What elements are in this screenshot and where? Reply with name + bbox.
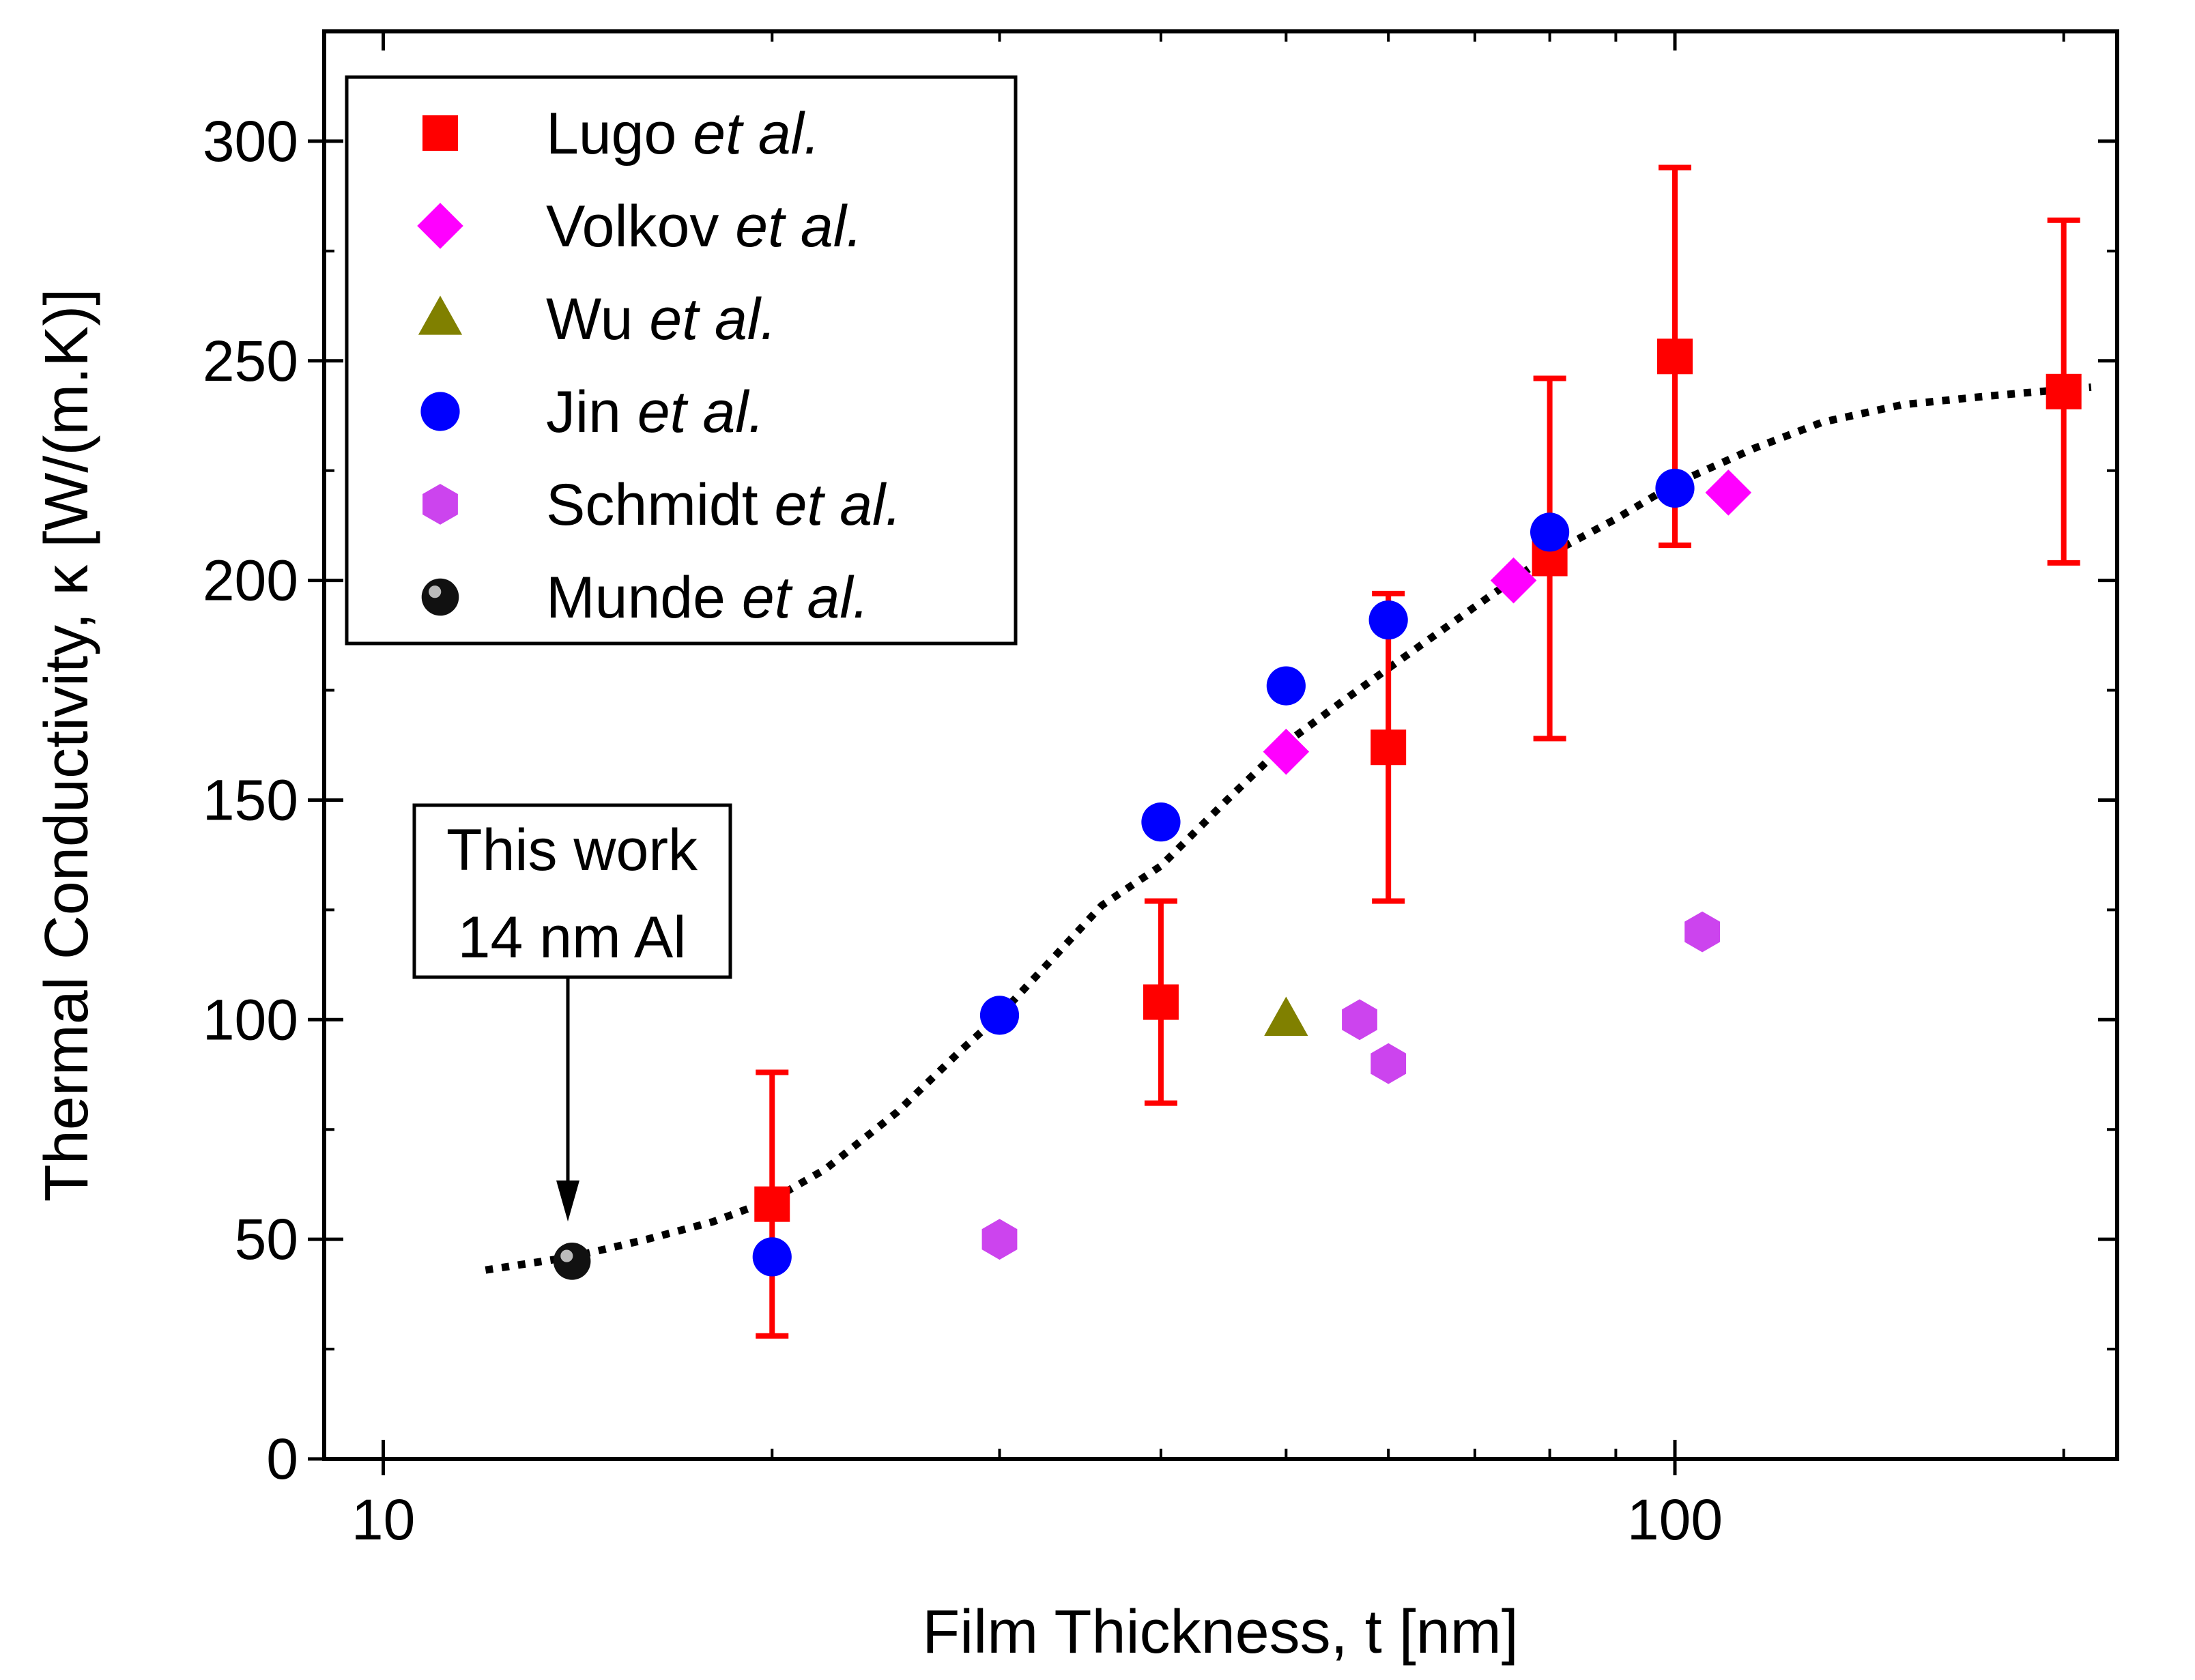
annotation-line-2: 14 nm Al [458, 905, 687, 970]
legend-marker-munde-body [421, 578, 459, 616]
y-tick-label: 100 [203, 987, 298, 1052]
legend-marker-lugo [422, 115, 458, 151]
annotation-box [412, 803, 732, 979]
axis-ticks [308, 31, 2117, 1475]
y-tick-label: 200 [203, 549, 298, 613]
jin-point-3 [1266, 666, 1306, 706]
munde-point-0 [553, 1243, 591, 1280]
y-axis-title: Thermal Conductivity, κ [W/(m.K)] [33, 289, 101, 1202]
y-tick-label: 300 [203, 109, 298, 173]
schmidt-point-2 [1371, 1043, 1407, 1084]
jin-point-5 [1530, 512, 1570, 552]
legend-marker-wu [418, 295, 463, 335]
axis-tick-labels: 0 50 100 150 200 250 300 10 100 [203, 109, 1723, 1552]
x-tick-label: 10 [352, 1488, 415, 1552]
this-work-annotation: This work 14 nm Al [412, 803, 732, 1221]
jin-point-4 [1368, 600, 1408, 640]
jin-point-2 [1141, 802, 1181, 842]
volkov-point-2 [1705, 469, 1752, 516]
y-tick-label: 50 [235, 1207, 298, 1271]
plot-frame [322, 29, 2119, 1461]
schmidt-point-1 [1342, 999, 1377, 1041]
legend-marker-jin [420, 392, 460, 431]
legend-marker-schmidt [422, 484, 458, 525]
y-tick-label: 150 [203, 768, 298, 832]
legend-marker-munde-highlight [429, 585, 442, 598]
data-points-layer [553, 164, 2082, 1339]
lugo-point-0 [754, 1186, 790, 1222]
lugo-point-2 [1371, 729, 1407, 766]
y-tick-label: 250 [203, 329, 298, 393]
x-tick-label: 100 [1627, 1488, 1723, 1552]
legend-entry-schmidt: Schmidt et al. [546, 472, 902, 538]
legend-entry-jin: Jin et al. [546, 379, 764, 445]
lugo-point-1 [1143, 984, 1179, 1020]
x-axis-title: Film Thickness, t [nm] [922, 1598, 1519, 1666]
legend-markers [417, 115, 463, 616]
annotation-line-1: This work [446, 817, 698, 883]
jin-point-6 [1655, 468, 1695, 508]
legend-marker-volkov [417, 203, 463, 249]
schmidt-point-0 [981, 1219, 1018, 1260]
legend-box [345, 75, 1018, 646]
legend-entry-volkov: Volkov et al. [546, 194, 863, 259]
munde-point-0-body [553, 1243, 591, 1280]
wu-point-0 [1264, 996, 1308, 1036]
volkov-point-0 [1263, 728, 1310, 775]
legend-entry-lugo: Lugo et al. [546, 101, 820, 166]
legend-marker-munde [421, 578, 459, 616]
munde-point-0-highlight [560, 1249, 573, 1262]
volkov-point-1 [1490, 557, 1537, 604]
annotation-arrow-head [556, 1181, 579, 1221]
schmidt-point-3 [1684, 911, 1720, 953]
lugo-point-4 [1656, 338, 1693, 375]
legend-entry-munde: Munde et al. [546, 565, 869, 631]
legend-entry-wu: Wu et al. [546, 287, 777, 352]
y-tick-label: 0 [266, 1427, 298, 1491]
legend: Lugo et al. Volkov et al. Wu et al. Jin … [345, 75, 1018, 646]
lugo-point-5 [2046, 373, 2082, 409]
jin-point-1 [979, 996, 1020, 1035]
jin-point-0 [752, 1237, 792, 1277]
